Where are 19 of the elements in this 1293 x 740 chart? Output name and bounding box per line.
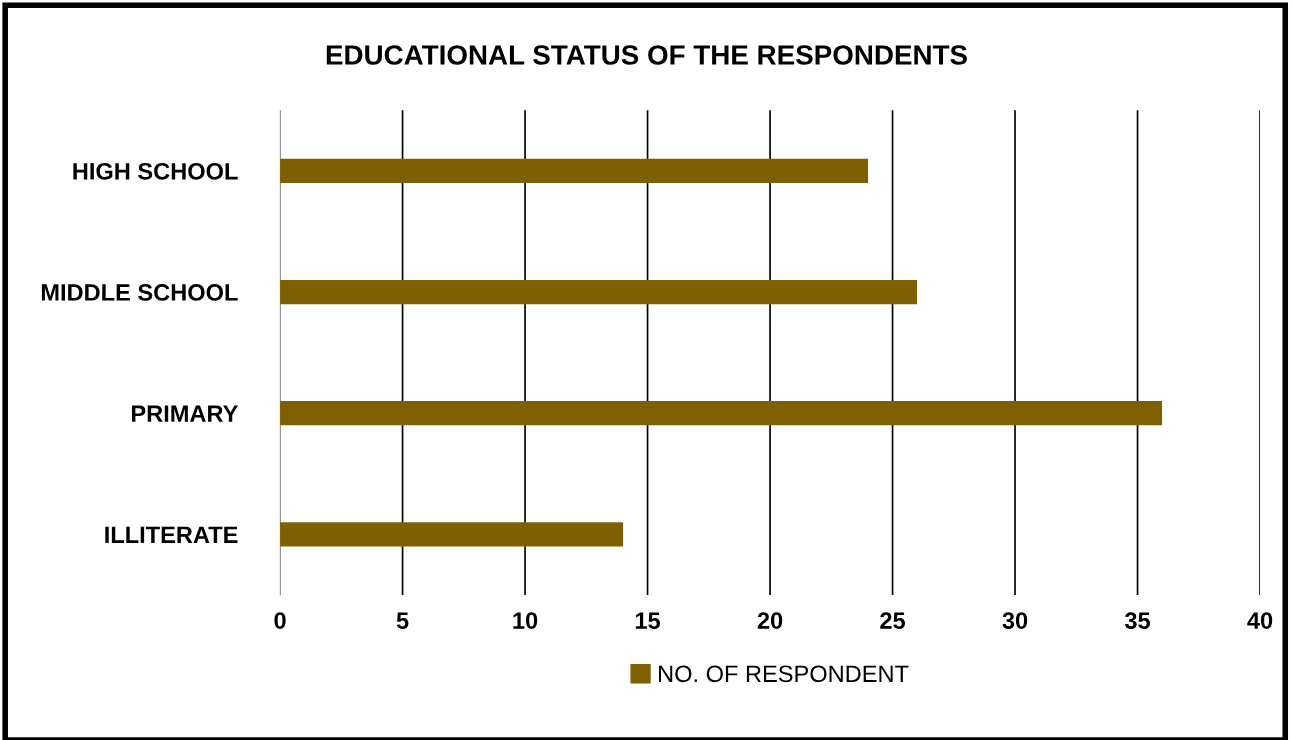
- x-tick-label: 0: [274, 612, 286, 629]
- x-tick-label: 20: [757, 612, 783, 629]
- x-tick-label: 35: [1124, 612, 1151, 629]
- chart-title: EDUCATIONAL STATUS OF THE RESPONDENTS: [326, 45, 967, 65]
- x-tick-label: 30: [1002, 612, 1028, 629]
- y-tick-label: ILLITERATE: [105, 526, 238, 543]
- y-tick-label: PRIMARY: [131, 405, 239, 422]
- bar: [280, 158, 869, 183]
- bar: [280, 401, 1163, 426]
- x-tick-label: 40: [1247, 612, 1273, 629]
- bar: [280, 522, 624, 547]
- x-tick-label: 10: [513, 612, 538, 629]
- y-tick-label: HIGH SCHOOL: [73, 162, 238, 180]
- x-tick-label: 15: [635, 612, 661, 629]
- x-tick-label: 5: [396, 612, 409, 629]
- legend-label: NO. OF RESPONDENT: [659, 665, 909, 683]
- y-tick-label: MIDDLE SCHOOL: [41, 284, 238, 301]
- x-tick-label: 25: [880, 612, 906, 629]
- bar: [280, 279, 918, 305]
